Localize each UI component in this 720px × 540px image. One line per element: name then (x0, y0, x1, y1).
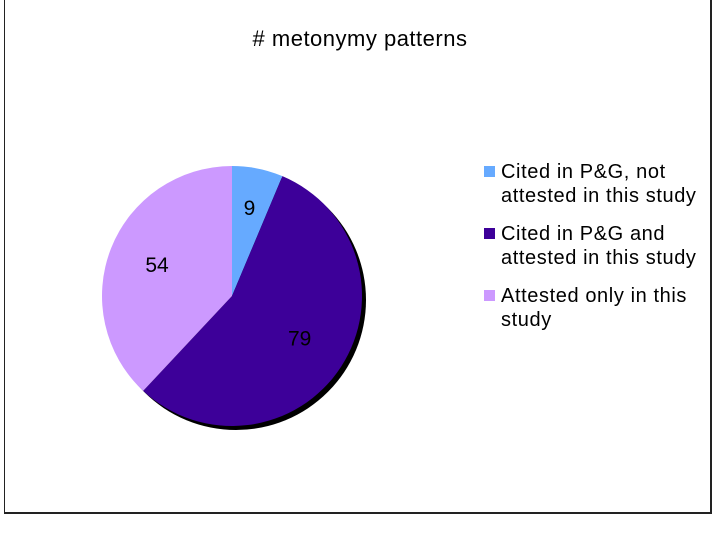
chart-title: # metonymy patterns (252, 26, 468, 51)
slice-value-label: 9 (244, 197, 256, 220)
pie-slice-2 (101, 166, 233, 391)
legend-swatch (484, 290, 495, 301)
legend-item-cited-and-attested: Cited in P&G and attested in this study (484, 222, 704, 270)
slice-value-label: 79 (288, 327, 311, 350)
legend-label: Cited in P&G, not attested in this study (501, 161, 697, 207)
chart-legend: Cited in P&G, not attested in this study… (484, 160, 704, 346)
pie-slice-0 (232, 166, 283, 296)
legend-swatch (484, 228, 495, 239)
slice-value-label: 54 (145, 254, 169, 277)
legend-label: Cited in P&G and attested in this study (501, 223, 697, 269)
legend-item-cited-not-attested: Cited in P&G, not attested in this study (484, 160, 704, 208)
chart-frame (4, 0, 712, 514)
legend-label: Attested only in this study (501, 285, 688, 331)
legend-swatch (484, 166, 495, 177)
pie-slice-1 (143, 176, 362, 426)
legend-item-attested-only: Attested only in this study (484, 284, 704, 332)
